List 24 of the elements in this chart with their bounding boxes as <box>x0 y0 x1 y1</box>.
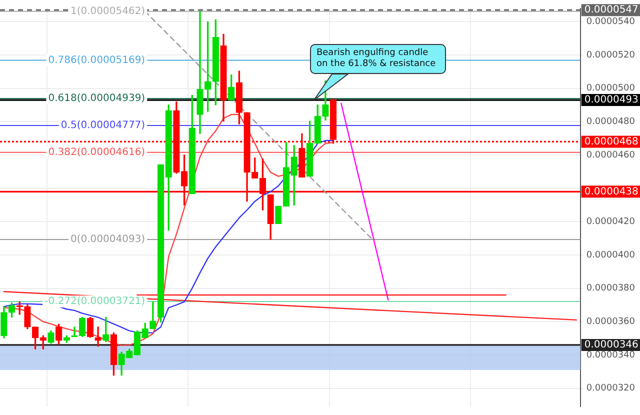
y-tick-label: 0.0000480 <box>586 117 636 128</box>
annotation: Bearish engulfing candle on the 61.8% & resistance <box>310 44 446 74</box>
y-tick-label: 0.0000460 <box>586 150 636 160</box>
y-tick-label: 0.0000360 <box>586 316 636 327</box>
y-tick-label: 0.0000320 <box>586 384 636 394</box>
annotation: 1(0.00005462) <box>70 6 146 17</box>
annotation: 0(0.00004093) <box>70 234 146 246</box>
y-tick-label: 0.0000520 <box>586 50 636 60</box>
annotation: 0.5(0.00004777) <box>60 120 146 132</box>
y-tick-label: 0.0000500 <box>586 84 636 94</box>
ref-line-label: 0.0000346 <box>584 340 638 351</box>
y-tick-label: 0.0000420 <box>586 217 636 228</box>
ref-line-label: 0.0000438 <box>584 186 638 198</box>
ref-line-label: 0.0000547 <box>584 4 638 16</box>
annotation: 0.382(0.00004616) <box>48 146 146 158</box>
y-tick-label: 0.0000340 <box>586 350 636 360</box>
ref-line-label: 0.0000493 <box>584 94 638 106</box>
y-tick-label: 0.0000380 <box>586 284 636 294</box>
ref-line-label: 0.0000468 <box>584 136 638 148</box>
y-tick-label: 0.0000540 <box>586 17 636 28</box>
y-tick-label: 0.0000400 <box>586 250 636 260</box>
annotation: 0.618(0.00004939) <box>48 93 146 104</box>
annotation: -0.272(0.00003721) <box>44 296 146 308</box>
annotation: 0.786(0.00005169) <box>48 54 146 66</box>
